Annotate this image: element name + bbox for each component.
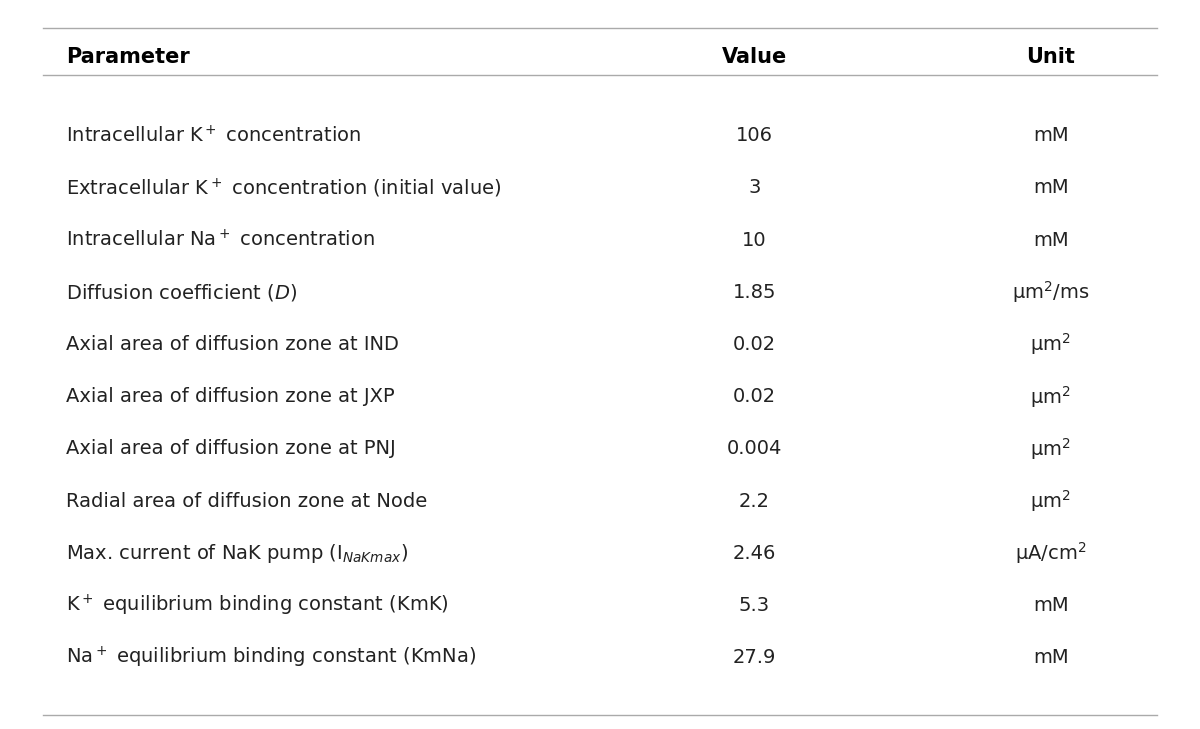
Text: 106: 106 [736,126,773,145]
Text: mM: mM [1033,230,1068,249]
Text: Axial area of diffusion zone at JXP: Axial area of diffusion zone at JXP [66,387,395,406]
Text: 27.9: 27.9 [732,648,776,667]
Text: μm$^2$/ms: μm$^2$/ms [1012,279,1090,305]
Text: Parameter: Parameter [66,47,190,67]
Text: mM: mM [1033,179,1068,198]
Text: Intracellular Na$^+$ concentration: Intracellular Na$^+$ concentration [66,230,376,251]
Text: 0.004: 0.004 [726,440,782,459]
Text: μm$^2$: μm$^2$ [1031,383,1072,410]
Text: 3: 3 [748,179,761,198]
Text: Axial area of diffusion zone at PNJ: Axial area of diffusion zone at PNJ [66,440,396,459]
Text: mM: mM [1033,126,1068,145]
Text: Radial area of diffusion zone at Node: Radial area of diffusion zone at Node [66,491,427,510]
Text: 0.02: 0.02 [733,387,775,406]
Text: Unit: Unit [1026,47,1075,67]
Text: μA/cm$^2$: μA/cm$^2$ [1015,540,1086,566]
Text: μm$^2$: μm$^2$ [1031,488,1072,514]
Text: Value: Value [721,47,787,67]
Text: K$^+$ equilibrium binding constant (KmK): K$^+$ equilibrium binding constant (KmK) [66,593,449,618]
Text: Extracellular K$^+$ concentration (initial value): Extracellular K$^+$ concentration (initi… [66,176,502,200]
Text: mM: mM [1033,596,1068,615]
Text: 0.02: 0.02 [733,335,775,354]
Text: Na$^+$ equilibrium binding constant (KmNa): Na$^+$ equilibrium binding constant (KmN… [66,645,476,671]
Text: Max. current of NaK pump (I$_{NaKmax}$): Max. current of NaK pump (I$_{NaKmax}$) [66,542,408,565]
Text: 1.85: 1.85 [732,283,776,302]
Text: 2.46: 2.46 [732,544,776,563]
Text: 5.3: 5.3 [739,596,769,615]
Text: mM: mM [1033,648,1068,667]
Text: μm$^2$: μm$^2$ [1031,436,1072,462]
Text: Axial area of diffusion zone at IND: Axial area of diffusion zone at IND [66,335,400,354]
Text: Diffusion coefficient ($D$): Diffusion coefficient ($D$) [66,282,298,303]
Text: μm$^2$: μm$^2$ [1031,332,1072,357]
Text: 10: 10 [742,230,767,249]
Text: Intracellular K$^+$ concentration: Intracellular K$^+$ concentration [66,125,361,147]
Text: 2.2: 2.2 [739,491,769,510]
